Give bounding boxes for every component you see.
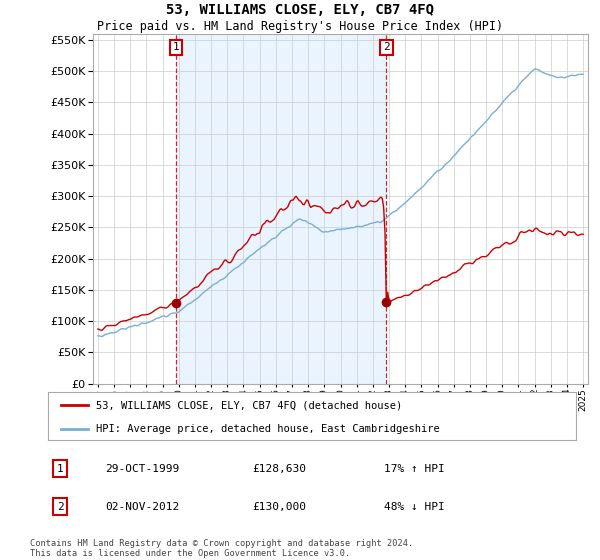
Text: 17% ↑ HPI: 17% ↑ HPI (384, 464, 445, 474)
Text: Price paid vs. HM Land Registry's House Price Index (HPI): Price paid vs. HM Land Registry's House … (97, 20, 503, 32)
Text: 1: 1 (56, 464, 64, 474)
Text: £130,000: £130,000 (252, 502, 306, 512)
Text: 29-OCT-1999: 29-OCT-1999 (105, 464, 179, 474)
Text: 2: 2 (383, 43, 390, 52)
Text: 02-NOV-2012: 02-NOV-2012 (105, 502, 179, 512)
Text: 48% ↓ HPI: 48% ↓ HPI (384, 502, 445, 512)
Text: 53, WILLIAMS CLOSE, ELY, CB7 4FQ (detached house): 53, WILLIAMS CLOSE, ELY, CB7 4FQ (detach… (95, 400, 402, 410)
Text: 2: 2 (56, 502, 64, 512)
Text: HPI: Average price, detached house, East Cambridgeshire: HPI: Average price, detached house, East… (95, 424, 439, 434)
Text: £128,630: £128,630 (252, 464, 306, 474)
Text: 53, WILLIAMS CLOSE, ELY, CB7 4FQ: 53, WILLIAMS CLOSE, ELY, CB7 4FQ (166, 3, 434, 17)
Bar (176, 34, 386, 384)
Text: Contains HM Land Registry data © Crown copyright and database right 2024.
This d: Contains HM Land Registry data © Crown c… (30, 539, 413, 558)
Text: 1: 1 (173, 43, 179, 52)
